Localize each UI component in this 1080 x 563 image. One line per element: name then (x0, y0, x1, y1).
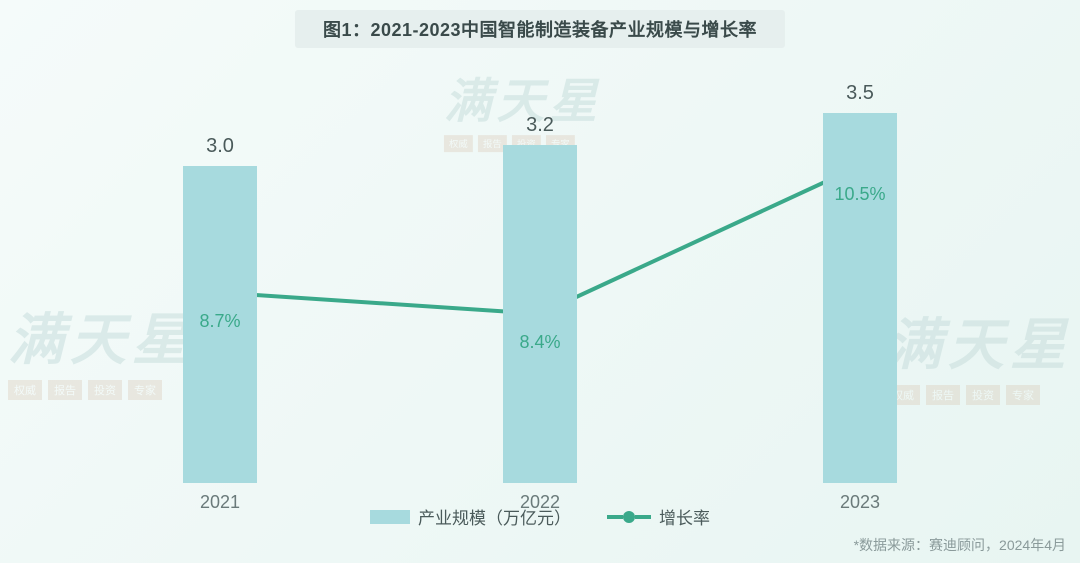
chart-area: 3.020213.220223.520238.7%8.4%10.5% (60, 60, 1020, 483)
growth-value-label: 8.7% (199, 311, 240, 332)
line-swatch (607, 511, 651, 523)
bar-value-label: 3.5 (800, 82, 920, 105)
bar (503, 145, 577, 483)
legend: 产业规模（万亿元） 增长率 (0, 504, 1080, 529)
bar-value-label: 3.0 (160, 135, 280, 158)
source-note: *数据来源：赛迪顾问，2024年4月 (854, 535, 1066, 555)
bar (823, 113, 897, 483)
legend-bar-label: 产业规模（万亿元） (418, 504, 571, 529)
legend-line: 增长率 (607, 504, 710, 529)
legend-line-label: 增长率 (659, 504, 710, 529)
bar-swatch (370, 510, 410, 524)
bar-value-label: 3.2 (480, 114, 600, 137)
legend-bar: 产业规模（万亿元） (370, 504, 571, 529)
growth-value-label: 8.4% (519, 332, 560, 353)
chart-title: 图1：2021-2023中国智能制造装备产业规模与增长率 (295, 10, 785, 48)
growth-value-label: 10.5% (834, 184, 885, 205)
